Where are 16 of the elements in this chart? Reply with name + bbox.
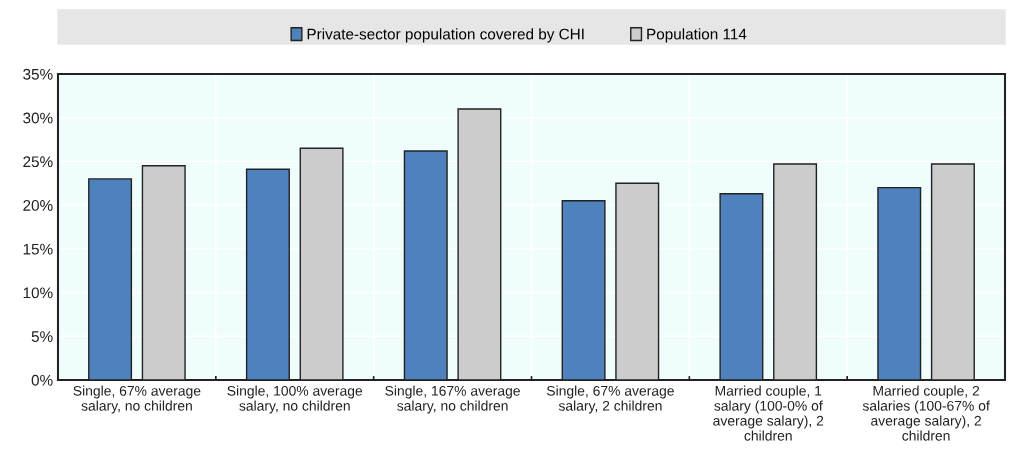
y-tick-label: 15% bbox=[23, 243, 53, 255]
x-tick-label: Single, 67% average salary, 2 children bbox=[546, 385, 674, 414]
x-tick-label: Single, 67% average salary, no children bbox=[73, 385, 201, 414]
x-tick-label: Single, 100% average salary, no children bbox=[227, 385, 363, 414]
x-tick-label: Married couple, 2 salaries (100-67% of average salary), 2 children bbox=[862, 385, 990, 441]
y-tick-label: 25% bbox=[23, 156, 53, 168]
y-tick-label: 0% bbox=[31, 374, 53, 386]
x-tick-label: Single, 167% average salary, no children bbox=[385, 385, 520, 414]
y-tick-label: 20% bbox=[23, 200, 53, 211]
x-tick-label: Married couple, 1 salary (100-0% of average salary), 2 children bbox=[713, 385, 824, 441]
y-tick-label: 10% bbox=[23, 287, 53, 299]
legend-label: Private-sector population covered by CHI bbox=[307, 28, 584, 43]
y-tick-label: 35% bbox=[23, 68, 53, 80]
y-tick-label: 5% bbox=[31, 331, 53, 342]
y-tick-label: 30% bbox=[23, 112, 53, 124]
legend-label: Population 114 bbox=[647, 28, 747, 43]
